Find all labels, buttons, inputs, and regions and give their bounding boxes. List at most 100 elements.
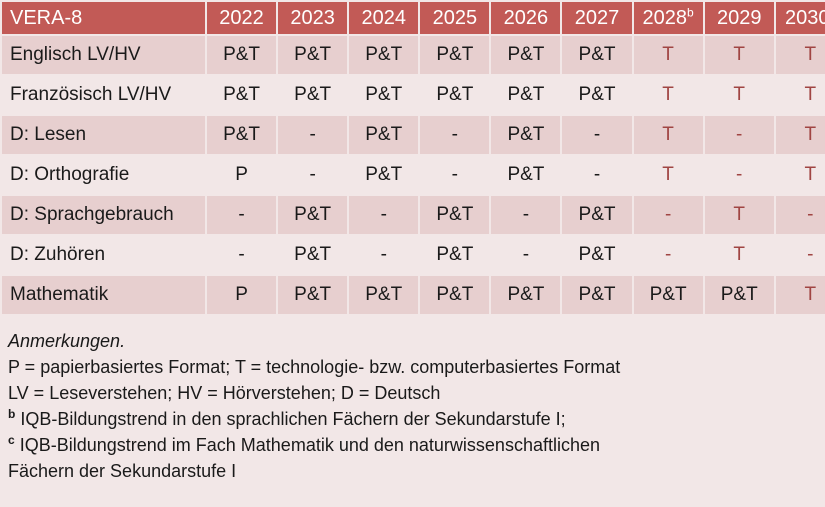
table-notes: Anmerkungen. P = papierbasiertes Format; …	[0, 322, 825, 492]
table-cell: T	[633, 156, 703, 194]
table-cell: P&T	[491, 276, 561, 314]
table-cell: -	[207, 196, 277, 234]
table-cell: -	[775, 236, 825, 274]
table-cell: P&T	[420, 76, 490, 114]
note-superscript-marker: c	[8, 433, 15, 447]
table-cell: -	[491, 196, 561, 234]
table-cell: -	[278, 156, 348, 194]
table-cell: P&T	[420, 276, 490, 314]
table-header: VERA-8 2022 2023 2024 2025 2026 2027 202…	[2, 2, 825, 34]
table-cell: P	[207, 276, 277, 314]
table-cell: T	[633, 76, 703, 114]
note-line: LV = Leseverstehen; HV = Hörverstehen; D…	[8, 380, 817, 406]
table-cell: P&T	[278, 276, 348, 314]
row-label: D: Orthografie	[2, 156, 205, 194]
table-cell: P&T	[278, 76, 348, 114]
table-cell: -	[633, 236, 703, 274]
table-cell: P&T	[278, 236, 348, 274]
table-cell: -	[278, 116, 348, 154]
table-body: Englisch LV/HV P&T P&T P&T P&T P&T P&T T T T Franz…	[2, 36, 825, 314]
note-text: LV = Leseverstehen; HV = Hörverstehen; D…	[8, 383, 441, 403]
header-year-2030: 2030c	[775, 2, 825, 34]
table-cell: P&T	[562, 36, 632, 74]
table-cell: P&T	[420, 196, 490, 234]
table-cell: P&T	[562, 196, 632, 234]
header-year-label: 2030	[785, 6, 825, 29]
header-year-2028: 2028b	[633, 2, 703, 34]
header-year-label: 2024	[361, 6, 406, 29]
table-cell: P&T	[562, 276, 632, 314]
row-label: Französisch LV/HV	[2, 76, 205, 114]
table-cell: P&T	[420, 36, 490, 74]
header-year-2029: 2029	[704, 2, 774, 34]
table-cell: -	[775, 196, 825, 234]
table-cell: P&T	[491, 36, 561, 74]
row-label: D: Zuhören	[2, 236, 205, 274]
note-text: P = papierbasiertes Format; T = technolo…	[8, 357, 621, 377]
header-year-label: 2026	[503, 6, 549, 29]
table-cell: -	[704, 116, 774, 154]
table-cell: P&T	[278, 196, 348, 234]
table-cell: T	[775, 76, 825, 114]
table-cell: P&T	[349, 156, 419, 194]
table-row: D: Orthografie P - P&T - P&T - T - T	[2, 156, 825, 194]
table-cell: P&T	[420, 236, 490, 274]
row-label: D: Sprachgebrauch	[2, 196, 205, 234]
table-cell: P&T	[491, 156, 561, 194]
table-cell: T	[704, 236, 774, 274]
vera8-schedule-table: VERA-8 2022 2023 2024 2025 2026 2027 202…	[2, 2, 825, 314]
header-year-2022: 2022	[207, 2, 277, 34]
table-row: D: Zuhören - P&T - P&T - P&T - T -	[2, 236, 825, 274]
table-row: D: Sprachgebrauch - P&T - P&T - P&T - T -	[2, 196, 825, 234]
table-cell: -	[349, 196, 419, 234]
note-line: Fächern der Sekundarstufe I	[8, 458, 817, 484]
note-superscript-marker: b	[8, 407, 16, 421]
table-cell: -	[562, 156, 632, 194]
note-line: b IQB-Bildungstrend in den sprachlichen …	[8, 406, 817, 432]
table-row: Französisch LV/HV P&T P&T P&T P&T P&T P&T T T T	[2, 76, 825, 114]
note-text: Anmerkungen.	[8, 331, 126, 351]
table-cell: P&T	[491, 76, 561, 114]
header-year-2024: 2024	[349, 2, 419, 34]
table-cell: T	[633, 116, 703, 154]
table-cell: T	[704, 36, 774, 74]
table-cell: P&T	[704, 276, 774, 314]
table-cell: P&T	[207, 76, 277, 114]
table-cell: T	[704, 76, 774, 114]
table-cell: P&T	[278, 36, 348, 74]
table-cell: T	[775, 156, 825, 194]
table-cell: -	[491, 236, 561, 274]
table-cell: T	[633, 36, 703, 74]
note-line: P = papierbasiertes Format; T = technolo…	[8, 354, 817, 380]
table-cell: -	[633, 196, 703, 234]
table-row: Englisch LV/HV P&T P&T P&T P&T P&T P&T T T T	[2, 36, 825, 74]
table-cell: P&T	[562, 236, 632, 274]
table-cell: P&T	[349, 36, 419, 74]
table-cell: P&T	[349, 116, 419, 154]
header-year-label: 2028	[642, 6, 688, 29]
table-cell: T	[704, 196, 774, 234]
note-text: IQB-Bildungstrend in den sprachlichen Fä…	[20, 409, 566, 429]
table-cell: -	[349, 236, 419, 274]
header-year-label: 2025	[432, 6, 478, 29]
table-cell: -	[420, 156, 490, 194]
table-cell: P&T	[633, 276, 703, 314]
row-label: Mathematik	[2, 276, 205, 314]
note-line: c IQB-Bildungstrend im Fach Mathematik u…	[8, 432, 817, 458]
table-cell: -	[562, 116, 632, 154]
table-cell: -	[704, 156, 774, 194]
note-text: Fächern der Sekundarstufe I	[8, 461, 237, 481]
header-year-label: 2027	[574, 6, 620, 29]
table-cell: P&T	[349, 276, 419, 314]
table-cell: T	[775, 116, 825, 154]
table-row: D: Lesen P&T - P&T - P&T - T - T	[2, 116, 825, 154]
header-year-label: 2029	[716, 6, 762, 29]
note-text: IQB-Bildungstrend im Fach Mathematik und…	[19, 435, 600, 455]
table-cell: P&T	[349, 76, 419, 114]
header-year-2025: 2025	[420, 2, 490, 34]
header-year-label: 2023	[290, 6, 335, 29]
table-cell: P&T	[562, 76, 632, 114]
table-cell: T	[775, 36, 825, 74]
note-line: Anmerkungen.	[8, 328, 817, 354]
